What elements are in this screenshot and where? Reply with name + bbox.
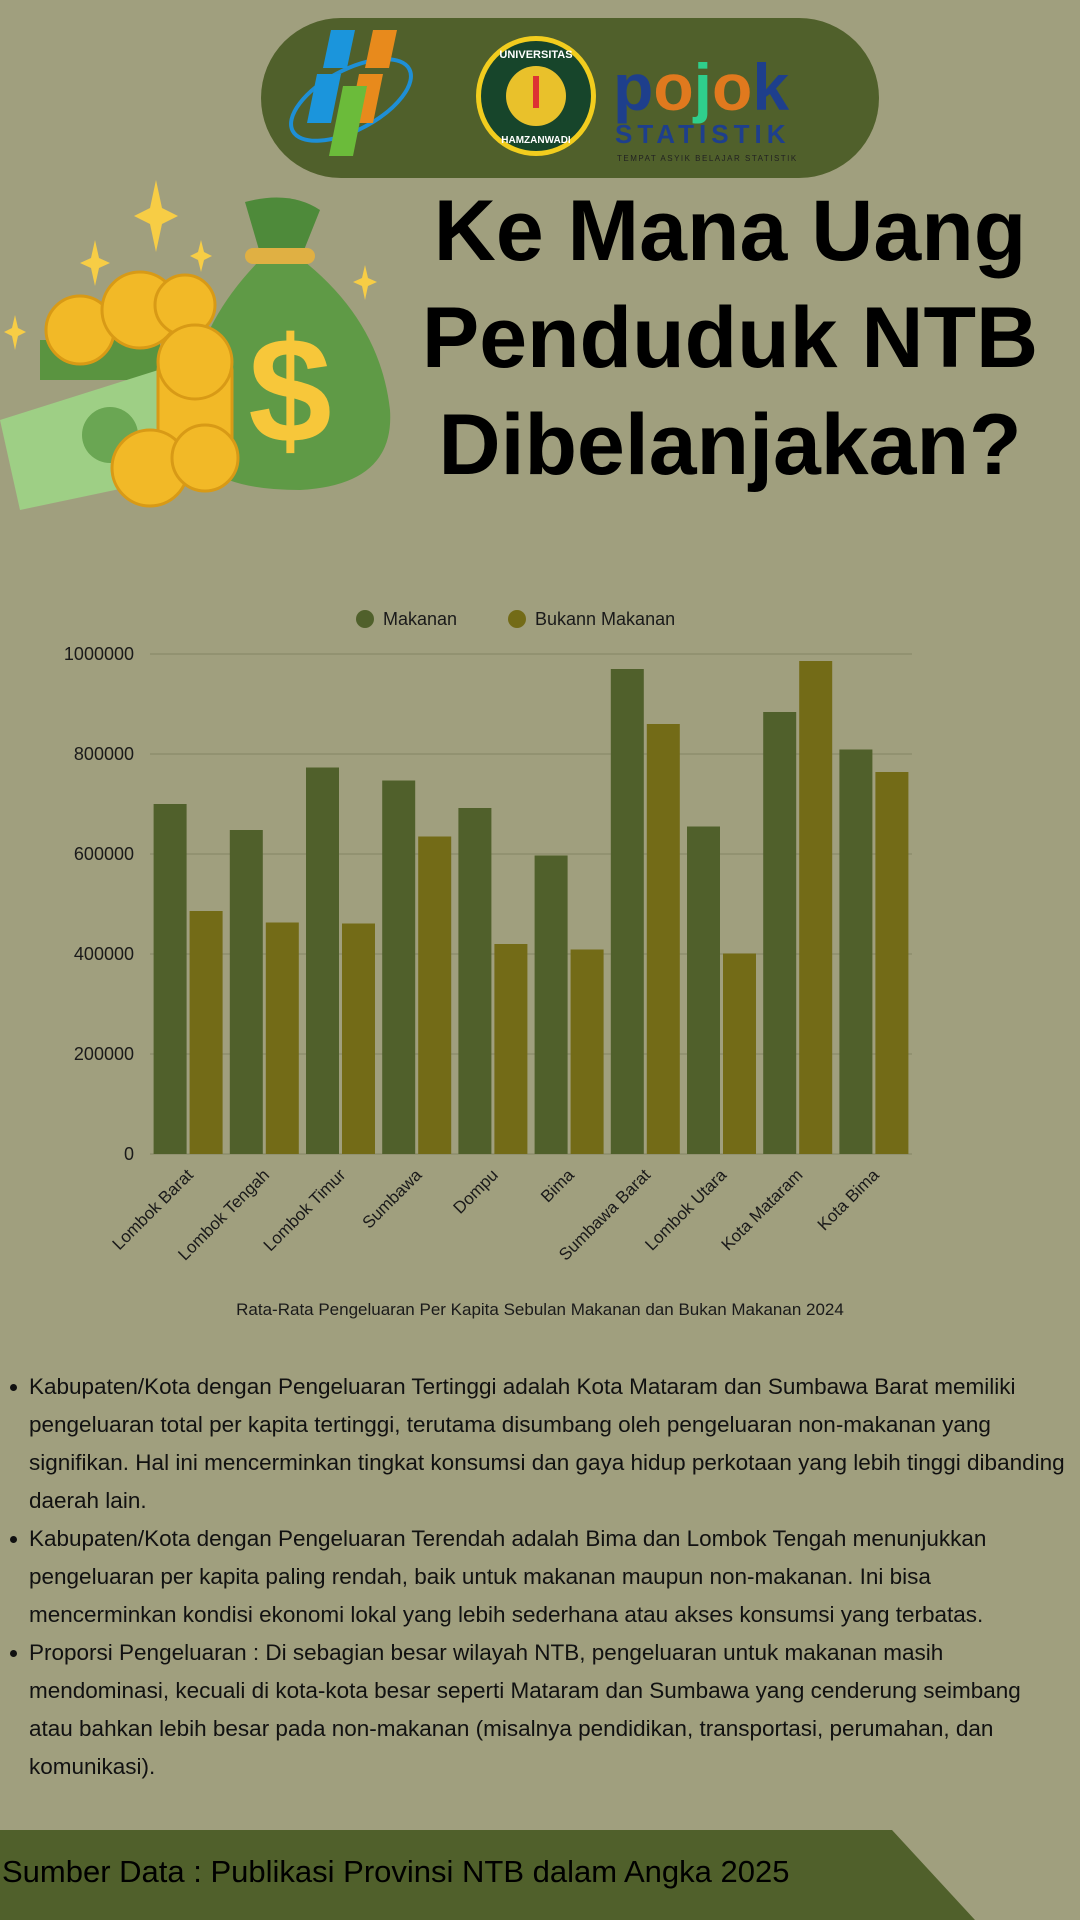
bar-bukann-makanan (723, 953, 756, 1154)
bar-makanan (534, 855, 568, 1154)
legend-marker (508, 610, 526, 628)
bar-makanan (839, 749, 873, 1154)
y-tick-label: 800000 (74, 744, 134, 764)
y-tick-label: 0 (124, 1144, 134, 1164)
note-item: Kabupaten/Kota dengan Pengeluaran Tertin… (10, 1368, 1069, 1520)
bar-bukann-makanan (494, 944, 528, 1154)
x-tick-label: Sumbawa (359, 1165, 426, 1232)
y-tick-label: 400000 (74, 944, 134, 964)
legend-label: Makanan (383, 609, 457, 629)
title-line: Ke Mana Uang (433, 183, 1027, 279)
bar-makanan (687, 826, 720, 1154)
bar-bukann-makanan (799, 661, 833, 1154)
bar-bukann-makanan (570, 949, 604, 1154)
svg-text:TEMPAT ASYIK BELAJAR STATISTIK: TEMPAT ASYIK BELAJAR STATISTIK (617, 154, 798, 163)
bps-logo (289, 30, 413, 156)
x-tick-label: Kota Mataram (718, 1165, 807, 1254)
x-tick-label: Lombok Timur (260, 1165, 350, 1255)
bar-makanan (458, 808, 492, 1154)
source-banner: Sumber Data : Publikasi Provinsi NTB dal… (0, 1830, 975, 1920)
notes-list: Kabupaten/Kota dengan Pengeluaran Tertin… (0, 1368, 1069, 1786)
svg-text:HAMZANWADI: HAMZANWADI (501, 135, 571, 146)
page-title: Ke Mana Uang Penduduk NTB Dibelanjakan? (420, 178, 1040, 499)
gold-coins-icon (44, 270, 240, 508)
svg-text:pojok: pojok (613, 50, 789, 124)
bar-bukann-makanan (418, 836, 452, 1154)
title-line: Penduduk NTB (421, 290, 1039, 386)
partner-logos: UNIVERSITAS HAMZANWADI pojok STATISTIK T… (289, 30, 798, 163)
svg-text:$: $ (248, 306, 331, 474)
pojok-statistik-logo: pojok STATISTIK TEMPAT ASYIK BELAJAR STA… (613, 50, 798, 163)
logo-banner: UNIVERSITAS HAMZANWADI pojok STATISTIK T… (261, 18, 879, 178)
bar-bukann-makanan (265, 922, 299, 1154)
title-line: Dibelanjakan? (438, 397, 1022, 493)
hamzanwadi-seal: UNIVERSITAS HAMZANWADI (476, 36, 596, 156)
bar-bukann-makanan (189, 911, 223, 1154)
bar-makanan (306, 767, 339, 1154)
bar-makanan (610, 669, 644, 1154)
bar-makanan (763, 712, 797, 1154)
note-item: Proporsi Pengeluaran : Di sebagian besar… (10, 1634, 1069, 1786)
bar-bukann-makanan (875, 772, 909, 1154)
bar-bukann-makanan (342, 923, 375, 1154)
x-tick-label: Dompu (450, 1165, 502, 1217)
bar-makanan (382, 780, 416, 1154)
money-bag-illustration: $ (0, 180, 391, 510)
svg-text:STATISTIK: STATISTIK (615, 119, 790, 149)
x-tick-label: Kota Bima (814, 1165, 883, 1234)
y-tick-label: 200000 (74, 1044, 134, 1064)
x-tick-label: Bima (537, 1165, 578, 1206)
bar-makanan (153, 804, 187, 1154)
money-bag-icon: $ (188, 197, 391, 490)
y-tick-label: 1000000 (64, 644, 134, 664)
y-tick-label: 600000 (74, 844, 134, 864)
legend-marker (356, 610, 374, 628)
legend-label: Bukann Makanan (535, 609, 675, 629)
svg-text:UNIVERSITAS: UNIVERSITAS (499, 49, 572, 61)
chart-caption: Rata-Rata Pengeluaran Per Kapita Sebulan… (236, 1300, 844, 1319)
source-text: Sumber Data : Publikasi Provinsi NTB dal… (2, 1854, 790, 1889)
note-item: Kabupaten/Kota dengan Pengeluaran Terend… (10, 1520, 1069, 1634)
bar-bukann-makanan (646, 724, 680, 1154)
bar-makanan (229, 830, 263, 1154)
